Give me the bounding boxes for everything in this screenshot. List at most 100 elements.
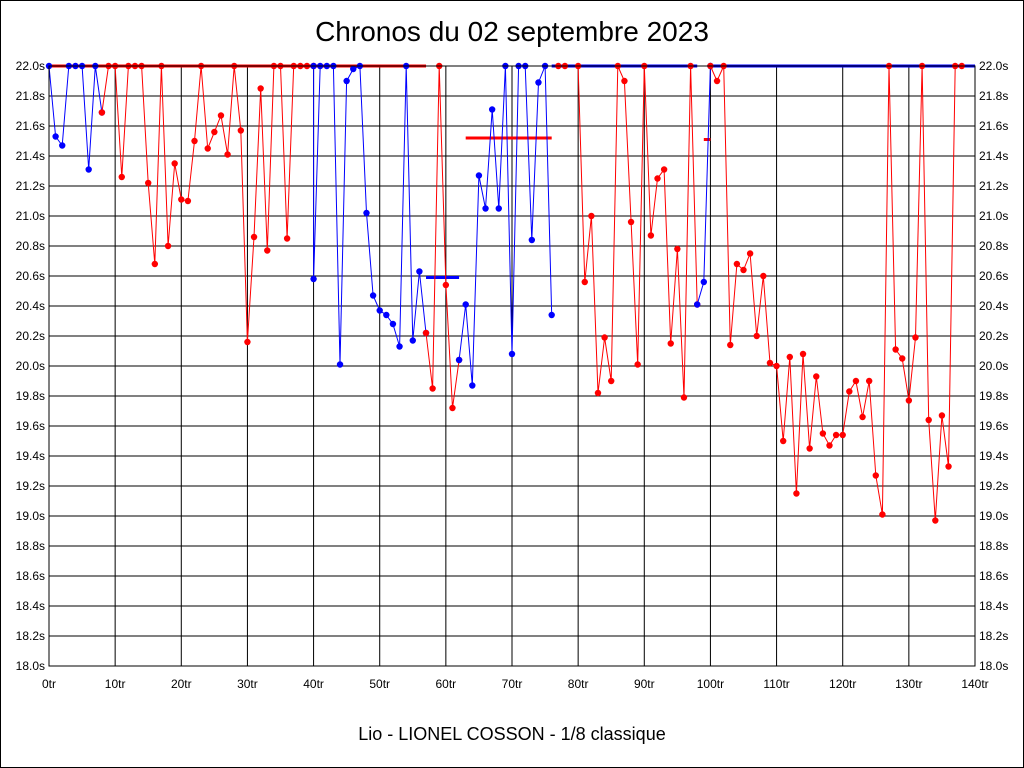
data-point-red [925,416,932,424]
y-tick-label-right: 21.2s [979,179,1008,193]
y-tick-label-left: 21.8s [16,89,45,103]
y-tick-label-right: 19.4s [979,449,1008,463]
x-tick-label: 90tr [634,677,655,691]
x-tick-label: 110tr [763,677,789,691]
data-point-red [264,247,271,254]
y-tick-label-left: 19.2s [16,479,45,493]
data-point-blue [52,133,59,140]
x-tick-label: 60tr [436,677,457,691]
data-point-blue [310,275,317,283]
data-point-blue [85,166,92,173]
data-point-red [449,404,456,412]
data-point-blue [495,205,502,212]
y-tick-label-left: 19.6s [16,419,45,433]
data-point-red [191,137,198,145]
data-point-red [667,340,674,347]
data-point-blue [548,311,555,319]
data-point-red [211,128,218,136]
y-tick-label-right: 20.8s [979,239,1008,253]
y-tick-label-left: 20.6s [16,269,45,283]
y-tick-label-left: 22.0s [16,59,45,73]
data-point-red [733,260,741,268]
data-point-blue [376,307,383,314]
data-point-red [806,445,813,452]
data-point-blue [462,301,469,308]
data-point-blue [455,356,463,364]
y-tick-label-left: 20.4s [16,299,45,313]
data-point-red [224,151,231,158]
data-point-red [938,412,946,419]
data-point-blue [343,77,350,85]
y-tick-label-left: 18.2s [16,629,45,643]
data-point-red [244,338,251,346]
y-tick-label-left: 19.8s [16,389,45,403]
data-point-red [621,77,628,85]
x-tick-label: 50tr [369,677,390,691]
x-tick-label: 130tr [895,677,922,691]
data-point-blue [535,79,542,86]
y-tick-label-right: 20.6s [979,269,1008,283]
data-point-red [98,109,106,116]
x-tick-label: 30tr [237,677,258,691]
y-tick-label-right: 22.0s [979,59,1008,73]
y-tick-label-right: 20.0s [979,359,1008,373]
data-point-red [879,511,886,518]
data-point-red [819,430,827,437]
data-point-blue [409,337,416,344]
y-tick-label-left: 21.4s [16,149,45,163]
data-point-red [740,266,747,274]
data-point-red [429,385,436,392]
data-point-red [832,431,840,439]
data-point-red [601,334,608,341]
y-tick-label-right: 20.4s [979,299,1008,313]
y-tick-label-right: 19.0s [979,509,1008,523]
y-tick-label-left: 18.8s [16,539,45,553]
data-point-blue [59,142,66,149]
data-point-red [945,463,952,470]
x-tick-label: 80tr [568,677,589,691]
plot-border [48,65,976,667]
y-tick-label-right: 18.0s [979,659,1008,673]
data-point-blue [700,278,708,286]
data-point-red [422,329,430,337]
data-point-red [164,242,172,250]
data-point-red [793,490,800,497]
data-point-blue [488,106,496,113]
data-point-red [217,112,225,119]
x-tick-label: 120tr [829,677,856,691]
y-tick-label-right: 21.0s [979,209,1008,223]
data-point-blue [416,268,423,275]
data-point-red [813,373,820,380]
data-point-red [839,431,846,439]
data-point-red [727,341,734,349]
data-point-red [594,389,602,397]
data-point-red [145,179,152,187]
data-point-blue [396,343,403,350]
y-tick-label-left: 21.2s [16,179,45,193]
data-point-red [713,77,721,85]
data-point-red [746,250,754,257]
data-point-blue [363,209,370,217]
x-tick-label: 70tr [502,677,523,691]
data-point-blue [469,382,476,389]
y-tick-label-left: 20.2s [16,329,45,343]
y-tick-label-right: 18.4s [979,599,1008,613]
y-tick-label-right: 18.8s [979,539,1008,553]
series-line-red [425,65,460,409]
data-point-blue [336,361,344,368]
x-tick-label: 40tr [303,677,324,691]
data-point-blue [369,292,377,299]
data-point-red [753,332,760,340]
y-tick-label-left: 21.0s [16,209,45,223]
data-point-red [634,361,641,368]
data-point-red [760,272,767,280]
data-point-red [581,278,588,286]
x-tick-label: 20tr [171,677,192,691]
y-tick-label-right: 20.2s [979,329,1008,343]
data-point-red [588,212,595,220]
data-point-red [865,377,873,385]
data-point-blue [383,311,390,319]
x-tick-label: 100tr [697,677,724,691]
data-point-red [912,334,919,341]
data-point-red [799,350,807,358]
